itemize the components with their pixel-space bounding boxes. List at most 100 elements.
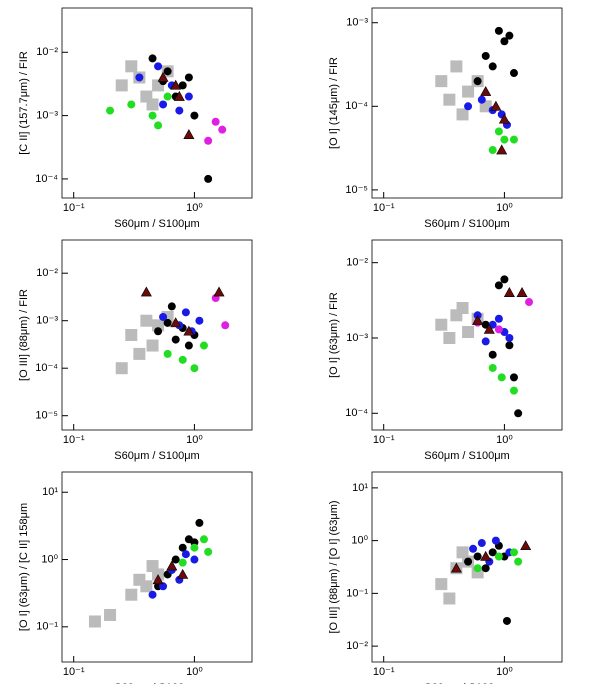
point [184, 92, 193, 101]
density-cell [146, 339, 159, 352]
density-cell [125, 60, 138, 73]
point [154, 121, 163, 130]
point [184, 341, 193, 350]
y-axis-label: [O I] (63μm) / [C II] 158μm [18, 503, 30, 631]
point [473, 564, 482, 573]
point [473, 77, 482, 86]
density-cell [115, 79, 128, 92]
point [481, 564, 490, 573]
point [494, 26, 503, 35]
point [509, 373, 518, 382]
point [503, 287, 515, 297]
y-tick-label: 10⁻⁵ [345, 184, 368, 196]
point [480, 550, 492, 561]
plot-frame [371, 239, 563, 431]
x-tick-label: 10⁰ [496, 434, 513, 446]
point [488, 350, 497, 359]
point [204, 136, 213, 145]
point [505, 341, 514, 350]
point [195, 316, 204, 325]
point [488, 363, 497, 372]
x-tick-label: 10⁻¹ [373, 434, 395, 446]
point [491, 536, 500, 545]
point [221, 321, 230, 330]
point [218, 125, 227, 134]
point [505, 333, 514, 342]
point [481, 337, 490, 346]
point [494, 281, 503, 290]
y-tick-label: 10¹ [42, 486, 58, 498]
point [178, 543, 187, 552]
y-tick-label: 10⁻³ [36, 315, 58, 327]
point [520, 540, 532, 551]
y-tick-label: 10⁻² [36, 46, 58, 58]
point [204, 547, 213, 556]
density-cell [462, 85, 475, 98]
point [213, 286, 225, 297]
point [481, 51, 490, 60]
x-axis-label: S60μm / S100μm [424, 450, 509, 462]
density-cell [125, 588, 138, 601]
point [127, 100, 136, 109]
x-axis-label: S60μm / S100μm [114, 218, 199, 230]
point [148, 590, 157, 599]
x-tick-label: 10⁰ [496, 202, 513, 214]
point [497, 373, 506, 382]
point [183, 129, 195, 139]
density-cell [443, 93, 456, 106]
y-axis-label: [O III] (88μm) / FIR [18, 289, 30, 381]
density-cell [435, 75, 448, 88]
y-tick-label: 10⁰ [351, 535, 368, 547]
y-tick-label: 10⁻⁴ [345, 407, 368, 419]
y-axis-label: [O I] (145μm) / FIR [328, 57, 340, 149]
point [148, 111, 157, 120]
density-cell [435, 318, 448, 331]
point [159, 100, 168, 109]
point [183, 325, 195, 336]
point [477, 539, 486, 548]
plot-frame [61, 7, 253, 199]
point [184, 73, 193, 82]
point [464, 102, 473, 111]
density-cell [462, 326, 475, 339]
x-tick-label: 10⁰ [186, 434, 203, 446]
point [509, 548, 518, 557]
point [509, 386, 518, 395]
x-axis-label: S60μm / S100μm [114, 450, 199, 462]
point [173, 90, 185, 101]
point [166, 560, 178, 571]
y-tick-label: 10⁻¹ [36, 621, 58, 633]
density-cell [146, 98, 159, 111]
y-tick-label: 10⁰ [41, 553, 58, 565]
x-tick-label: 10⁰ [186, 202, 203, 214]
point [152, 574, 164, 585]
point [514, 409, 523, 418]
density-cell [140, 580, 153, 593]
y-tick-label: 10⁻³ [346, 17, 368, 29]
point [135, 73, 144, 82]
point [195, 518, 204, 527]
point [171, 335, 180, 344]
plot-frame [371, 471, 563, 663]
point [473, 552, 482, 561]
point [163, 318, 172, 327]
point [494, 314, 503, 323]
point [140, 286, 152, 297]
point [525, 298, 534, 307]
density-cell [435, 578, 448, 591]
point [483, 323, 495, 334]
y-axis-label: [C II] (157.7μm) / FIR [18, 51, 30, 155]
point [190, 111, 199, 120]
point [178, 355, 187, 364]
x-tick-label: 10⁻¹ [63, 434, 85, 446]
point [190, 555, 199, 564]
y-tick-label: 10⁻² [346, 257, 368, 269]
density-cell [115, 362, 128, 375]
density-cell [456, 108, 469, 121]
point [500, 37, 509, 46]
point [178, 81, 187, 90]
point [204, 174, 213, 183]
point [157, 71, 169, 82]
point [488, 548, 497, 557]
